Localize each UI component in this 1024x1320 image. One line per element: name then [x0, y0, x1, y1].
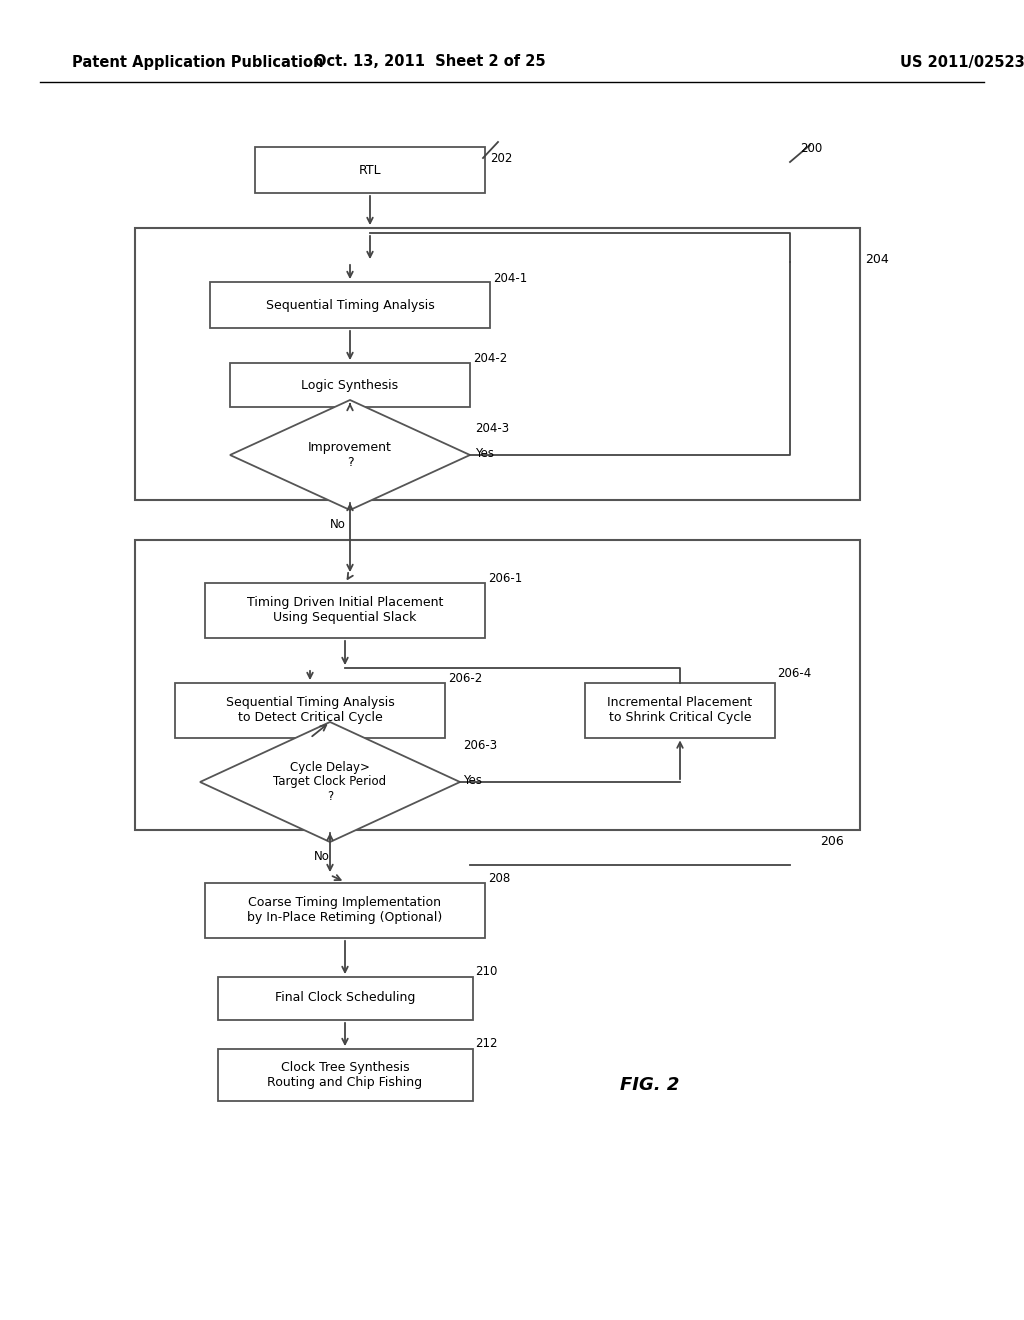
Bar: [135, 540, 860, 830]
Text: 204-1: 204-1: [493, 272, 527, 285]
Text: 206-3: 206-3: [463, 739, 497, 752]
Text: 204-3: 204-3: [475, 422, 509, 436]
Text: RTL: RTL: [358, 164, 381, 177]
Bar: [585, 682, 775, 738]
Text: Sequential Timing Analysis
to Detect Critical Cycle: Sequential Timing Analysis to Detect Cri…: [225, 696, 394, 723]
Bar: [175, 682, 445, 738]
Text: 210: 210: [475, 965, 498, 978]
Text: 206-4: 206-4: [777, 667, 811, 680]
Text: US 2011/0252389 A1: US 2011/0252389 A1: [900, 54, 1024, 70]
Text: Yes: Yes: [475, 447, 494, 459]
Text: Improvement
?: Improvement ?: [308, 441, 392, 469]
Text: Logic Synthesis: Logic Synthesis: [301, 379, 398, 392]
Text: Patent Application Publication: Patent Application Publication: [72, 54, 324, 70]
Text: Timing Driven Initial Placement
Using Sequential Slack: Timing Driven Initial Placement Using Se…: [247, 597, 443, 624]
Polygon shape: [230, 400, 470, 510]
Text: Sequential Timing Analysis: Sequential Timing Analysis: [265, 298, 434, 312]
Text: Incremental Placement
to Shrink Critical Cycle: Incremental Placement to Shrink Critical…: [607, 696, 753, 723]
Text: 206-2: 206-2: [449, 672, 482, 685]
Text: Coarse Timing Implementation
by In-Place Retiming (Optional): Coarse Timing Implementation by In-Place…: [248, 896, 442, 924]
Bar: [230, 363, 470, 407]
Polygon shape: [200, 722, 460, 842]
Bar: [255, 147, 485, 193]
Text: 200: 200: [800, 143, 822, 154]
Text: No: No: [314, 850, 330, 863]
Text: Oct. 13, 2011  Sheet 2 of 25: Oct. 13, 2011 Sheet 2 of 25: [314, 54, 546, 70]
Text: No: No: [330, 517, 346, 531]
Bar: [210, 282, 490, 327]
Text: 208: 208: [488, 873, 510, 884]
Bar: [135, 228, 860, 500]
Text: Yes: Yes: [463, 774, 482, 787]
Bar: [205, 883, 485, 937]
Text: FIG. 2: FIG. 2: [620, 1076, 679, 1094]
Text: 212: 212: [475, 1038, 498, 1049]
Bar: [217, 1049, 472, 1101]
Text: 206-1: 206-1: [488, 572, 522, 585]
Text: 202: 202: [490, 152, 512, 165]
Text: 204-2: 204-2: [473, 352, 507, 366]
Bar: [217, 977, 472, 1019]
Text: Final Clock Scheduling: Final Clock Scheduling: [274, 991, 415, 1005]
Text: 204: 204: [865, 253, 889, 267]
Bar: [205, 582, 485, 638]
Text: Cycle Delay>
Target Clock Period
?: Cycle Delay> Target Clock Period ?: [273, 760, 387, 804]
Text: Clock Tree Synthesis
Routing and Chip Fishing: Clock Tree Synthesis Routing and Chip Fi…: [267, 1061, 423, 1089]
Text: 206: 206: [820, 836, 844, 847]
